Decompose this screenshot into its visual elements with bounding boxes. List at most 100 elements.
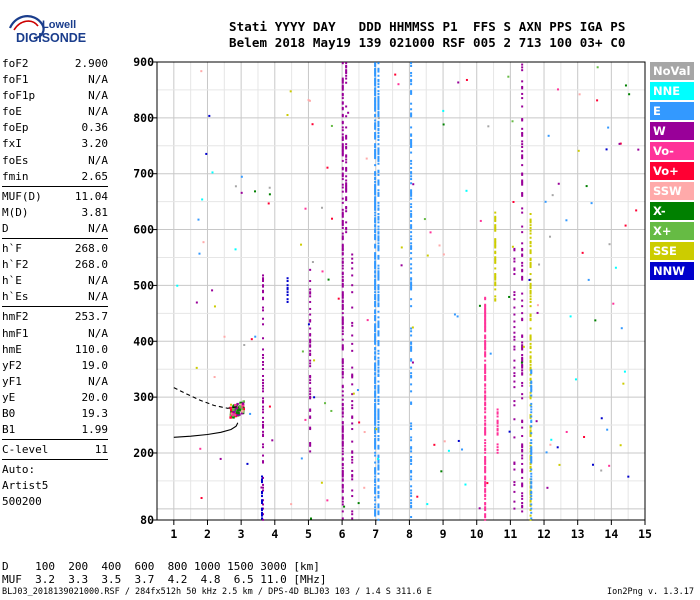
echo-point <box>529 356 532 359</box>
noise-point <box>442 123 445 126</box>
echo-point <box>374 127 377 130</box>
echo-point <box>494 277 497 280</box>
echo-point <box>341 172 344 175</box>
echo-point <box>286 291 289 294</box>
noise-point <box>546 486 549 489</box>
echo-point <box>521 450 524 453</box>
y-tick-label: 200 <box>133 446 154 460</box>
echo-point <box>374 266 377 269</box>
echo-point <box>351 478 354 481</box>
echo-point <box>345 136 348 139</box>
echo-point <box>374 447 377 450</box>
param-name: Artist5 <box>2 479 49 493</box>
echo-point <box>377 334 380 337</box>
echo-point <box>351 284 354 287</box>
echo-point <box>374 71 377 74</box>
echo-point <box>374 236 377 239</box>
trace-echo-point <box>241 402 245 405</box>
echo-point <box>494 246 497 249</box>
echo-point <box>345 77 348 80</box>
echo-point <box>377 207 380 210</box>
echo-point <box>377 151 380 154</box>
header-values: Belem 2018 May19 139 021000 RSF 005 2 71… <box>229 35 626 50</box>
echo-point <box>484 327 487 330</box>
echo-point <box>529 240 532 243</box>
echo-point <box>345 228 348 231</box>
noise-point <box>569 315 572 318</box>
param-name: B1 <box>2 423 16 437</box>
noise-point <box>304 418 307 421</box>
param-row: fmin 2.65 <box>2 169 108 185</box>
echo-point <box>377 208 380 211</box>
echo-point <box>484 379 487 382</box>
trace-echo-point <box>231 413 234 417</box>
echo-point <box>374 218 377 221</box>
echo-point <box>521 85 524 88</box>
echo-point <box>261 492 264 495</box>
noise-point <box>585 185 588 188</box>
echo-point <box>374 324 377 327</box>
echo-point <box>309 359 312 362</box>
echo-point <box>374 398 377 401</box>
noise-point <box>522 345 525 348</box>
echo-point <box>484 347 487 350</box>
echo-point <box>374 155 377 158</box>
echo-point <box>341 361 344 364</box>
echo-point <box>345 179 348 182</box>
echo-point <box>494 257 497 260</box>
echo-point <box>410 401 413 404</box>
echo-point <box>341 359 344 362</box>
x-tick-label: 15 <box>638 527 652 541</box>
echo-point <box>530 461 533 464</box>
noise-point <box>330 409 333 412</box>
echo-point <box>345 161 348 164</box>
x-tick-label: 11 <box>503 527 517 541</box>
echo-point <box>262 277 265 280</box>
echo-point <box>377 62 380 65</box>
noise-point <box>308 99 311 102</box>
echo-point <box>345 206 348 209</box>
echo-point <box>374 408 377 411</box>
echo-point <box>521 348 524 351</box>
echo-point <box>374 243 377 246</box>
echo-point <box>377 344 380 347</box>
echo-point <box>374 446 377 449</box>
echo-point <box>410 305 413 308</box>
echo-point <box>530 468 533 471</box>
echo-point <box>351 257 354 260</box>
echo-point <box>374 219 377 222</box>
noise-point <box>440 470 443 473</box>
echo-point <box>374 337 377 340</box>
echo-point <box>374 303 377 306</box>
noise-point <box>412 183 415 186</box>
echo-point <box>262 443 265 446</box>
noise-point <box>394 73 397 76</box>
echo-point <box>529 319 532 322</box>
echo-point <box>410 347 413 350</box>
echo-point <box>529 430 532 433</box>
echo-point <box>484 468 487 471</box>
echo-point <box>377 430 380 433</box>
echo-point <box>345 147 348 150</box>
echo-point <box>377 288 380 291</box>
echo-point <box>374 340 377 343</box>
echo-point <box>530 439 533 442</box>
echo-point <box>374 295 377 298</box>
echo-point <box>377 374 380 377</box>
param-value: N/A <box>88 105 108 119</box>
param-name: foE <box>2 105 22 119</box>
echo-point <box>529 493 532 496</box>
echo-point <box>521 261 524 264</box>
echo-point <box>377 340 380 343</box>
noise-point <box>557 182 560 185</box>
echo-point <box>374 293 377 296</box>
noise-point <box>213 305 216 308</box>
echo-point <box>374 369 377 372</box>
echo-point <box>341 122 344 125</box>
echo-point <box>494 219 497 222</box>
y-tick-label: 300 <box>133 390 154 404</box>
echo-point <box>496 443 499 446</box>
echo-point <box>496 429 499 432</box>
trace-echo-point <box>233 408 236 412</box>
echo-point <box>410 219 413 222</box>
